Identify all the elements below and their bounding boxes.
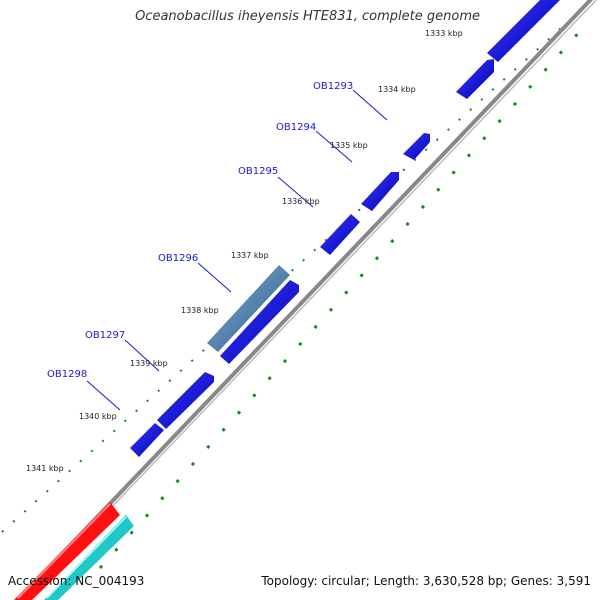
leader-ob1297	[124, 339, 160, 372]
kbp-tick-label: 1335 kbp	[330, 141, 368, 150]
leader-ob1294	[315, 130, 353, 163]
kbp-tick-label: 1341 kbp	[26, 464, 64, 473]
kbp-tick-label: 1338 kbp	[181, 306, 219, 315]
genome-title: Oceanobacillus iheyensis HTE831, complet…	[135, 9, 480, 24]
kbp-tick-label: 1337 kbp	[231, 251, 269, 260]
kbp-tick-label: 1340 kbp	[79, 412, 117, 421]
gene-bar-ob1298	[157, 372, 214, 429]
kbp-tick-label: 1333 kbp	[425, 29, 463, 38]
gene-bar-ob1296a	[320, 214, 360, 255]
gene-bar-top	[487, 0, 560, 62]
gene-label-leaders	[86, 89, 388, 411]
gene-label[interactable]: OB1298	[47, 369, 87, 380]
kbp-tick-label: 1339 kbp	[130, 359, 168, 368]
genome-summary: Topology: circular; Length: 3,630,528 bp…	[261, 574, 591, 588]
gene-bar-ob1296-highlight	[207, 265, 290, 352]
gc-skew-track-outer	[1, 1, 591, 533]
leader-ob1298	[86, 380, 121, 411]
gene-bar-ob1294	[403, 133, 430, 160]
gene-bar-ob1295	[361, 172, 399, 211]
genome-backbone-shadow	[21, 0, 598, 600]
feature-cyan-highlight	[46, 516, 127, 599]
kbp-tick-label: 1336 kbp	[282, 197, 320, 206]
gene-labels: OB1293 OB1294 OB1295 OB1296 OB1297 OB129…	[47, 81, 353, 380]
accession-label: Accession: NC_004193	[8, 574, 145, 588]
gene-label[interactable]: OB1296	[158, 253, 198, 264]
gene-label[interactable]: OB1293	[313, 81, 353, 92]
feature-red-highlight	[17, 503, 111, 599]
gc-skew-track-inner	[98, 19, 592, 569]
kbp-tick-labels: 1333 kbp 1334 kbp 1335 kbp 1336 kbp 1337…	[26, 29, 463, 473]
genome-backbone	[16, 0, 594, 600]
gene-bar-ob1293	[456, 59, 494, 99]
gene-bar-ob1297	[220, 280, 299, 364]
leader-ob1293	[352, 89, 388, 121]
leader-ob1295	[277, 176, 314, 208]
gene-track	[130, 0, 560, 457]
gene-label[interactable]: OB1295	[238, 166, 278, 177]
gene-label[interactable]: OB1297	[85, 330, 125, 341]
gene-label[interactable]: OB1294	[276, 122, 316, 133]
gene-bar-ob1298b	[130, 423, 164, 457]
leader-ob1296	[197, 262, 232, 293]
kbp-tick-label: 1334 kbp	[378, 85, 416, 94]
